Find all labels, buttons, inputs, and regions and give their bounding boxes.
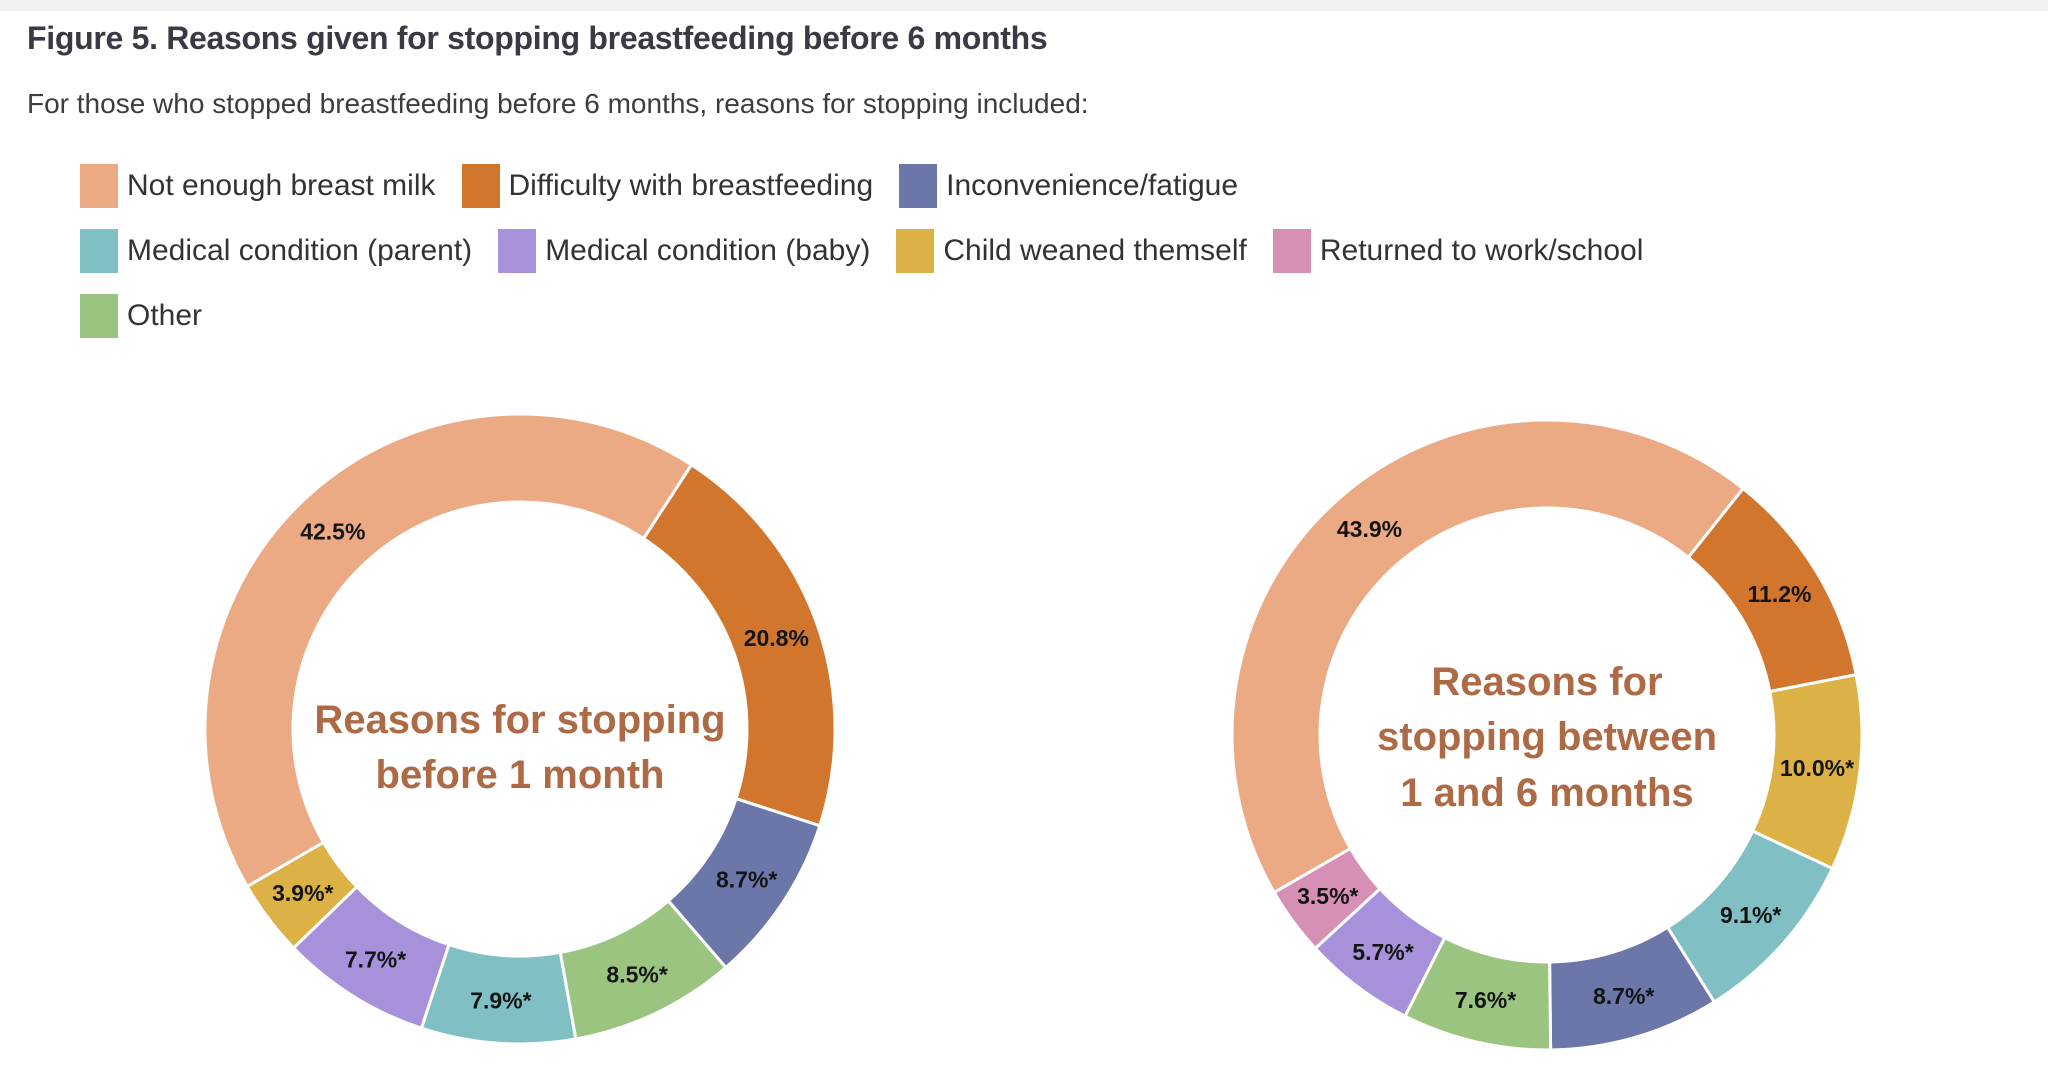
donut-chart-before-1-month: 42.5% 20.8% 8.7%* 8.5%* 7.9%* 7.7%* 3.9%* Reas…: [200, 409, 840, 1049]
legend-item-label: Inconvenience/fatigue: [946, 169, 1239, 202]
legend-swatch: [896, 229, 935, 273]
legend-swatch: [899, 164, 938, 208]
legend-row: Other: [80, 294, 1643, 338]
segment-value-label: 20.8%: [744, 625, 809, 651]
chart-legend: Not enough breast milk Difficulty with br…: [80, 164, 1643, 338]
segment-value-label: 3.5%*: [1297, 883, 1358, 909]
chart-center-title-line: stopping between: [1377, 715, 1717, 760]
segment-value-label: 42.5%: [300, 519, 365, 545]
figure-title: Figure 5. Reasons given for stopping bre…: [27, 20, 1048, 56]
legend-swatch: [498, 229, 537, 273]
donut-segment-not-enough-breast-milk: [203, 412, 694, 889]
segment-value-label: 8.7%*: [716, 866, 777, 892]
segment-value-label: 43.9%: [1337, 516, 1402, 542]
segment-value-label: 5.7%*: [1352, 939, 1413, 965]
donut-chart-1-to-6-months: 43.9% 11.2% 10.0%* 9.1%* 8.7%* 7.6%* 5.7%* 3.5%…: [1227, 415, 1867, 1055]
figure-subtitle: For those who stopped breastfeeding befo…: [27, 88, 1089, 119]
chart-center-title-line: Reasons for: [1431, 660, 1663, 705]
donut-segment-not-enough-breast-milk: [1230, 418, 1746, 895]
legend-item-returned-to-work-school: Returned to work/school: [1272, 229, 1644, 273]
legend-item-label: Other: [127, 299, 203, 332]
segment-value-label: 8.7%*: [1593, 983, 1654, 1009]
segment-value-label: 3.9%*: [272, 880, 333, 906]
segment-value-label: 7.7%*: [345, 946, 406, 972]
legend-item-not-enough-breast-milk: Not enough breast milk: [80, 164, 436, 208]
legend-item-medical-condition-baby: Medical condition (baby): [498, 229, 870, 273]
legend-swatch: [461, 164, 500, 208]
segment-value-label: 8.5%*: [606, 962, 667, 988]
legend-row: Medical condition (parent) Medical condit…: [80, 229, 1643, 273]
legend-swatch: [80, 164, 118, 208]
donut-segment-returned-to-work-school: [1272, 846, 1383, 951]
legend-item-difficulty-with-breastfeeding: Difficulty with breastfeeding: [461, 164, 874, 208]
chart-center-title-line: 1 and 6 months: [1400, 770, 1694, 815]
legend-item-label: Medical condition (baby): [545, 234, 871, 267]
legend-item-label: Medical condition (parent): [127, 234, 473, 267]
legend-swatch: [80, 294, 118, 338]
legend-item-label: Child weaned themself: [943, 234, 1247, 267]
legend-swatch: [1272, 229, 1311, 273]
chart-center-title: Reasons for stopping between 1 and 6 month…: [1377, 655, 1717, 821]
segment-value-label: 7.9%*: [470, 987, 531, 1013]
segment-value-label: 10.0%*: [1780, 755, 1854, 781]
legend-item-label: Returned to work/school: [1319, 234, 1644, 267]
legend-swatch: [80, 229, 118, 273]
legend-item-medical-condition-parent: Medical condition (parent): [80, 229, 472, 273]
donut-svg: 42.5% 20.8% 8.7%* 8.5%* 7.9%* 7.7%* 3.9%*: [203, 412, 837, 1046]
segment-value-label: 7.6%*: [1455, 987, 1516, 1013]
legend-item-child-weaned-themself: Child weaned themself: [896, 229, 1247, 273]
segment-value-label: 11.2%: [1748, 581, 1812, 607]
top-divider: [0, 0, 2048, 11]
chart-center-title-line: Reasons for stopping: [314, 698, 726, 742]
legend-item-other: Other: [80, 294, 202, 338]
donut-segment-child-weaned-themself: [245, 840, 359, 951]
chart-center-title: Reasons for stopping before 1 month: [314, 693, 725, 803]
donut-svg: 43.9% 11.2% 10.0%* 9.1%* 8.7%* 7.6%* 5.7%* 3.5%…: [1230, 418, 1864, 1052]
segment-value-label: 9.1%*: [1720, 902, 1781, 928]
chart-center-title-line: before 1 month: [375, 753, 665, 798]
legend-item-inconvenience-fatigue: Inconvenience/fatigue: [899, 164, 1238, 208]
legend-row: Not enough breast milk Difficulty with br…: [80, 164, 1643, 208]
legend-item-label: Not enough breast milk: [127, 169, 436, 202]
legend-item-label: Difficulty with breastfeeding: [508, 169, 874, 202]
